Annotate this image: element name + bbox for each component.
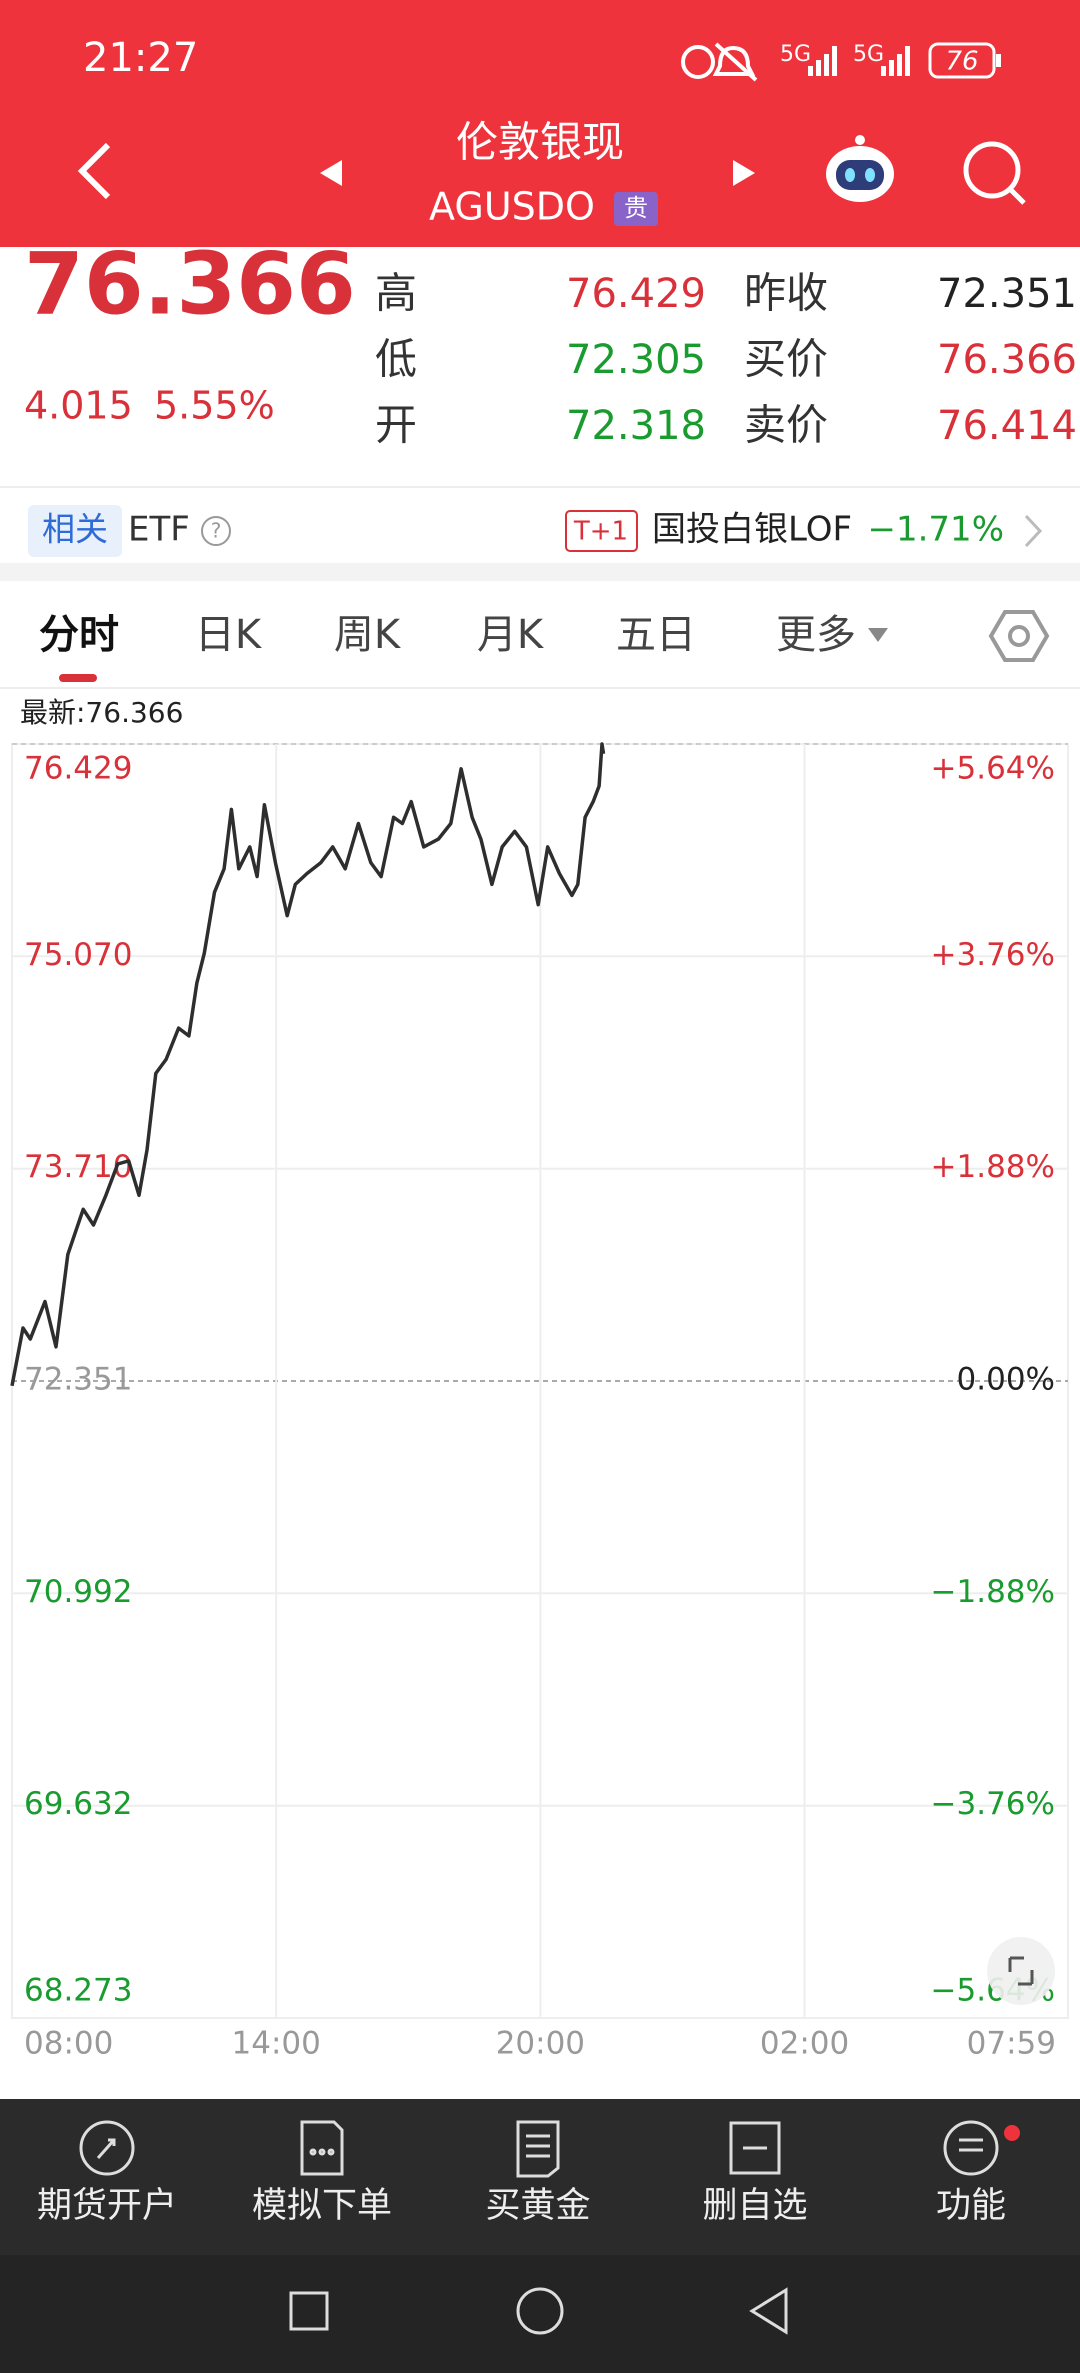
y-tick-label: 75.070 — [24, 937, 132, 973]
next-button[interactable] — [733, 160, 755, 186]
stat-value: 72.305 — [566, 337, 706, 383]
network-2: 5G — [853, 42, 884, 67]
header-bg — [0, 0, 1080, 247]
prev-button[interactable] — [320, 160, 342, 186]
etf-help: ? — [211, 519, 222, 543]
badge: 贵 — [624, 194, 648, 222]
etf-change: −1.71% — [868, 510, 1005, 550]
y-tick-label: 76.429 — [24, 751, 132, 787]
zoom-icon — [1008, 1956, 1034, 1986]
stats: 高 76.429 低 72.305 开 72.318 昨收 72.351 买价 76.366 卖价 7… — [375, 269, 1077, 450]
stat-label: 高 — [375, 269, 417, 318]
tabs: 分时 日K 周K 月K 五日 更多 — [39, 612, 888, 658]
system-nav — [0, 2255, 1080, 2373]
tab-underline — [59, 674, 97, 682]
stat-label: 卖价 — [744, 401, 828, 450]
nav-label[interactable]: 模拟下单 — [252, 2186, 392, 2226]
stat-value: 76.429 — [566, 271, 706, 317]
stat-value: 76.414 — [937, 403, 1077, 449]
etf-fund[interactable]: 国投白银LOF — [652, 510, 852, 550]
y2-tick-label: +1.88% — [931, 1149, 1055, 1185]
chart: 76.429 75.070 73.710 72.351 70.992 69.632 68.2… — [10, 742, 1069, 2062]
status-icons — [681, 42, 758, 82]
price-line — [10, 742, 606, 1387]
change: 4.015 — [24, 384, 133, 428]
y-tick-label: 69.632 — [24, 1786, 132, 1822]
code: AGUSDO — [429, 185, 595, 229]
stat-label: 买价 — [744, 335, 828, 384]
network-1: 5G — [780, 42, 811, 67]
y2-tick-label: +5.64% — [931, 751, 1055, 787]
t1-box — [565, 510, 638, 552]
stat-value: 72.318 — [566, 403, 706, 449]
x-tick-label: 20:00 — [496, 2026, 585, 2062]
y-tick-label: 70.992 — [24, 1574, 132, 1610]
x-tick-label: 08:00 — [24, 2026, 113, 2062]
divider — [0, 687, 1080, 689]
stat-value: 72.351 — [937, 271, 1077, 317]
x-tick-label: 14:00 — [232, 2026, 321, 2062]
y-tick-label: 72.351 — [24, 1362, 132, 1398]
y2-tick-label: 0.00% — [957, 1362, 1055, 1398]
stat-label: 昨收 — [744, 269, 828, 318]
search-icon[interactable] — [963, 141, 1026, 205]
nav-icons — [79, 2120, 999, 2335]
title: 伦敦银现 — [456, 118, 624, 167]
stat-value: 76.366 — [937, 337, 1077, 383]
settings-icon[interactable] — [988, 610, 1050, 662]
tab[interactable]: 五日 — [616, 612, 696, 658]
back-button[interactable] — [77, 142, 111, 200]
tab[interactable]: 日K — [195, 612, 263, 658]
tag-bg — [28, 505, 122, 557]
battery-level: 76 — [945, 47, 978, 77]
y-tick-label: 68.273 — [24, 1973, 132, 2009]
x-tick-label: 02:00 — [760, 2026, 849, 2062]
signal-bars — [808, 46, 910, 76]
y-tick-label: 73.710 — [24, 1149, 132, 1185]
nav-label[interactable]: 买黄金 — [485, 2186, 590, 2226]
tab[interactable]: 月K — [477, 612, 545, 658]
change-pct: 5.55% — [154, 384, 275, 428]
etf-badge: T+1 — [573, 517, 628, 547]
stat-label: 开 — [375, 401, 417, 450]
status-time: 21:27 — [83, 35, 198, 81]
battery-tip — [996, 54, 1001, 67]
notify-dot — [1004, 2125, 1020, 2141]
battery — [928, 42, 996, 79]
y2-tick-label: −3.76% — [931, 1786, 1055, 1822]
x-tick-label: 07:59 — [967, 2026, 1056, 2062]
etf-tag: 相关 — [42, 510, 108, 549]
price: 76.366 — [24, 234, 356, 334]
gap-band — [0, 563, 1080, 581]
zoom-button[interactable] — [987, 1937, 1055, 2005]
y2-tick-label: −1.88% — [931, 1574, 1055, 1610]
nav-labels: 期货开户 模拟下单 买黄金 删自选 功能 — [37, 2186, 1006, 2226]
help-circle[interactable] — [201, 516, 231, 546]
divider — [0, 486, 1080, 488]
chevron — [1024, 514, 1043, 548]
nav-label[interactable]: 期货开户 — [37, 2186, 177, 2226]
more-caret — [868, 628, 888, 642]
tab[interactable]: 更多 — [776, 612, 856, 658]
y2-tick-label: +3.76% — [931, 937, 1055, 973]
tab[interactable]: 周K — [334, 612, 402, 658]
latest: 最新:76.366 — [20, 696, 183, 729]
nav-label[interactable]: 删自选 — [702, 2186, 807, 2226]
stat-label: 低 — [375, 335, 417, 384]
nav-label[interactable]: 功能 — [936, 2186, 1006, 2226]
badge-bg — [614, 192, 658, 226]
tab[interactable]: 分时 — [39, 612, 119, 658]
etf-label: ETF — [128, 510, 190, 550]
assistant-icon[interactable] — [826, 135, 894, 202]
